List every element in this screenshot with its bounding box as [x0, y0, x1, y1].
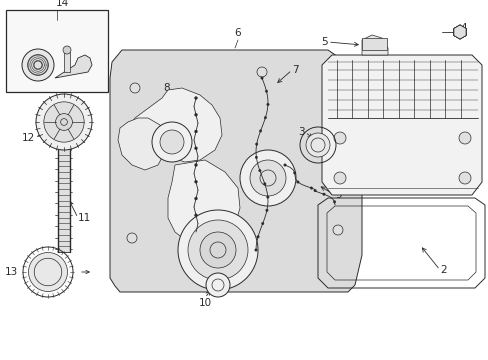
- Text: 14: 14: [55, 0, 68, 8]
- Polygon shape: [128, 88, 222, 162]
- Text: 2: 2: [439, 265, 446, 275]
- Text: 12: 12: [21, 133, 35, 143]
- Circle shape: [152, 122, 192, 162]
- Text: 4: 4: [459, 23, 466, 33]
- Bar: [6, 10, 108, 92]
- Bar: [64, 52, 70, 72]
- Circle shape: [264, 90, 267, 93]
- Circle shape: [259, 130, 262, 132]
- Circle shape: [255, 156, 257, 159]
- Circle shape: [194, 113, 197, 116]
- Circle shape: [44, 102, 84, 142]
- Text: 8: 8: [163, 83, 170, 93]
- Bar: [361, 38, 386, 50]
- Circle shape: [200, 232, 236, 268]
- Text: 11: 11: [78, 213, 91, 223]
- Polygon shape: [321, 55, 481, 195]
- Circle shape: [333, 132, 346, 144]
- Circle shape: [332, 225, 342, 235]
- Circle shape: [261, 222, 264, 225]
- Circle shape: [313, 189, 316, 192]
- Circle shape: [458, 172, 470, 184]
- Circle shape: [27, 55, 48, 75]
- Circle shape: [333, 201, 335, 203]
- Circle shape: [63, 46, 71, 54]
- Circle shape: [258, 169, 261, 172]
- Circle shape: [187, 220, 247, 280]
- Text: 10: 10: [198, 298, 211, 308]
- Circle shape: [249, 160, 285, 196]
- Polygon shape: [168, 160, 240, 245]
- Circle shape: [263, 183, 265, 185]
- Circle shape: [194, 163, 197, 166]
- Circle shape: [194, 147, 197, 150]
- Circle shape: [283, 164, 285, 166]
- Circle shape: [194, 180, 197, 183]
- Text: 9: 9: [334, 190, 341, 200]
- Circle shape: [458, 132, 470, 144]
- Polygon shape: [58, 132, 70, 252]
- Polygon shape: [110, 50, 361, 292]
- Circle shape: [305, 133, 329, 157]
- Circle shape: [127, 233, 137, 243]
- Circle shape: [255, 143, 258, 145]
- Text: 13: 13: [5, 267, 18, 277]
- Circle shape: [322, 193, 325, 195]
- Circle shape: [194, 197, 197, 200]
- Circle shape: [56, 114, 72, 130]
- Circle shape: [194, 96, 197, 99]
- Circle shape: [194, 130, 197, 133]
- Polygon shape: [361, 35, 387, 55]
- Circle shape: [260, 77, 263, 79]
- Circle shape: [28, 252, 67, 292]
- Polygon shape: [55, 55, 92, 78]
- Circle shape: [130, 83, 140, 93]
- Circle shape: [256, 235, 259, 238]
- Circle shape: [240, 150, 295, 206]
- Circle shape: [22, 49, 54, 81]
- Circle shape: [160, 130, 183, 154]
- Circle shape: [266, 196, 268, 198]
- Circle shape: [264, 116, 266, 119]
- Circle shape: [178, 210, 258, 290]
- Circle shape: [265, 209, 268, 212]
- Text: 5: 5: [321, 37, 327, 47]
- Circle shape: [205, 273, 229, 297]
- Text: 3: 3: [298, 127, 305, 137]
- Text: 6: 6: [234, 28, 241, 38]
- Circle shape: [254, 249, 257, 251]
- Circle shape: [36, 94, 92, 150]
- Text: 1: 1: [431, 173, 438, 183]
- Circle shape: [293, 172, 295, 174]
- Circle shape: [257, 67, 266, 77]
- Polygon shape: [118, 118, 164, 170]
- Circle shape: [194, 214, 197, 217]
- Circle shape: [296, 181, 299, 183]
- Circle shape: [309, 187, 312, 189]
- Circle shape: [34, 61, 42, 69]
- Circle shape: [266, 103, 269, 106]
- Text: 7: 7: [291, 65, 298, 75]
- Circle shape: [333, 172, 346, 184]
- Circle shape: [329, 110, 339, 120]
